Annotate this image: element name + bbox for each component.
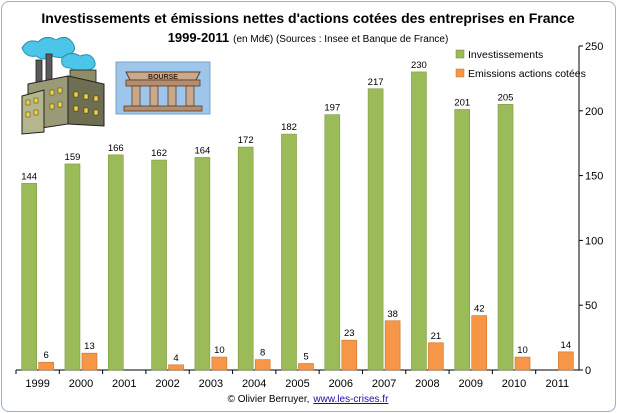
data-label-emissions-2000: 13 [84, 341, 95, 352]
bar-investissements-2009 [454, 109, 471, 371]
data-label-emissions-2009: 42 [474, 304, 485, 315]
data-label-emissions-2006: 23 [344, 328, 355, 339]
bar-emissions-2011 [558, 351, 574, 371]
chart-title: Investissements et émissions nettes d'ac… [41, 10, 574, 26]
x-tick-label-2007: 2007 [372, 378, 396, 390]
y-tick-label-50: 50 [585, 300, 597, 312]
bourse-sign: BOURSE [148, 74, 178, 81]
bar-investissements-2005 [281, 133, 297, 371]
data-label-investissements-2001: 166 [108, 143, 124, 154]
data-label-investissements-2007: 217 [368, 77, 384, 88]
legend: Investissements Emissions actions cotées [455, 49, 586, 80]
x-tick-label-2008: 2008 [415, 378, 439, 390]
bar-investissements-2003 [194, 157, 211, 371]
bar-investissements-2004 [237, 146, 254, 371]
legend-label-investissements: Investissements [468, 49, 543, 61]
chart-subtitle: 1999-2011 (en Md€) (Sources : Insee et Ba… [168, 30, 449, 45]
bar-investissements-2002 [151, 159, 167, 371]
x-tick-label-2004: 2004 [242, 378, 266, 390]
bars-group: 144 6 159 13 166 162 4 164 10 172 8 182 5 197 23 217 38 2… [21, 60, 574, 371]
data-label-investissements-2006: 197 [324, 103, 340, 114]
bar-investissements-2001 [107, 154, 124, 371]
data-label-investissements-2003: 164 [194, 145, 210, 156]
bar-emissions-2002 [168, 364, 184, 371]
x-tick-label-2006: 2006 [329, 378, 353, 390]
bar-emissions-1999 [38, 361, 54, 371]
y-tick-label-150: 150 [585, 171, 603, 183]
bar-emissions-2004 [254, 359, 271, 371]
data-label-investissements-2002: 162 [151, 148, 167, 159]
y-tick-label-200: 200 [585, 106, 603, 118]
bar-investissements-1999 [21, 183, 37, 371]
y-tick-label-250: 250 [585, 41, 603, 53]
y-tick-label-0: 0 [585, 365, 591, 377]
credit-author: © Olivier Berruyer, [228, 394, 310, 405]
bar-investissements-2007 [367, 88, 384, 371]
legend-label-emissions: Emissions actions cotées [468, 68, 586, 80]
bourse-illustration: BOURSE [115, 61, 211, 115]
bar-investissements-2010 [497, 104, 514, 371]
bar-investissements-2008 [411, 71, 427, 371]
bar-investissements-2000 [64, 163, 81, 371]
bar-emissions-2009 [471, 315, 488, 371]
data-label-investissements-2004: 172 [238, 135, 254, 146]
legend-swatch-investissements [455, 49, 465, 59]
data-label-investissements-2010: 205 [498, 92, 514, 103]
x-tick-label-2002: 2002 [155, 378, 179, 390]
subtitle-note: (en Md€) (Sources : Insee et Banque de F… [233, 34, 448, 45]
x-tick-label-2000: 2000 [69, 378, 93, 390]
data-label-emissions-2008: 21 [431, 331, 442, 342]
bar-emissions-2008 [428, 342, 444, 371]
y-tick-label-100: 100 [585, 235, 603, 247]
x-tick-label-2001: 2001 [112, 378, 136, 390]
data-label-emissions-1999: 6 [44, 350, 49, 361]
bar-emissions-2003 [211, 356, 228, 371]
data-label-emissions-2011: 14 [561, 340, 572, 351]
x-tick-label-2003: 2003 [199, 378, 223, 390]
x-tick-label-2010: 2010 [502, 378, 526, 390]
x-tick-label-1999: 1999 [25, 378, 49, 390]
credit-line: © Olivier Berruyer, www.les-crises.fr [228, 394, 390, 405]
data-label-emissions-2007: 38 [387, 309, 398, 320]
x-tick-label-2005: 2005 [285, 378, 309, 390]
data-label-emissions-2004: 8 [260, 348, 265, 359]
ticks-group: 1999 2000 2001 2002 2003 2004 2005 2006 2007 2008… [15, 41, 603, 390]
data-label-investissements-1999: 144 [21, 171, 37, 182]
data-label-investissements-2000: 159 [65, 152, 81, 163]
bar-emissions-2006 [341, 339, 358, 371]
data-label-emissions-2005: 5 [303, 352, 308, 363]
subtitle-years: 1999-2011 [168, 30, 229, 45]
bar-emissions-2007 [384, 320, 401, 371]
bar-emissions-2005 [298, 363, 314, 371]
data-label-emissions-2002: 4 [173, 353, 178, 364]
data-label-emissions-2003: 10 [214, 345, 225, 356]
data-label-investissements-2005: 182 [281, 122, 297, 133]
legend-swatch-emissions [455, 68, 465, 78]
data-label-investissements-2008: 230 [411, 60, 427, 71]
x-tick-label-2011: 2011 [546, 378, 570, 390]
data-label-emissions-2010: 10 [517, 345, 528, 356]
bar-emissions-2010 [514, 356, 531, 371]
data-label-investissements-2009: 201 [454, 98, 470, 109]
x-tick-label-2009: 2009 [458, 378, 482, 390]
factory-illustration [21, 36, 105, 135]
credit-url[interactable]: www.les-crises.fr [312, 394, 389, 405]
bar-investissements-2006 [324, 114, 341, 371]
bar-emissions-2000 [81, 352, 98, 371]
